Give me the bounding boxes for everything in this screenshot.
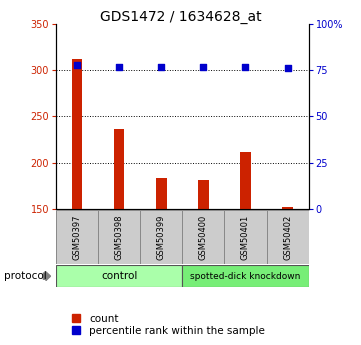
Text: GSM50400: GSM50400 [199,215,208,260]
Text: GSM50397: GSM50397 [73,215,82,260]
Text: GSM50402: GSM50402 [283,215,292,260]
Point [200,64,206,69]
Bar [282,207,293,209]
Bar [156,178,166,209]
Bar [140,210,182,264]
Point [74,62,80,68]
Text: protocol: protocol [4,271,46,281]
Bar [266,210,309,264]
Text: GSM50399: GSM50399 [157,215,166,260]
Bar [98,210,140,264]
Text: control: control [101,271,137,281]
Point [158,64,164,69]
Bar [225,210,266,264]
Text: GSM50398: GSM50398 [115,215,123,260]
Text: GSM50401: GSM50401 [241,215,250,260]
Bar [56,210,98,264]
Text: spotted-dick knockdown: spotted-dick knockdown [190,272,301,281]
Bar [72,59,82,209]
Bar [114,129,125,209]
Point [285,66,291,71]
Legend: count, percentile rank within the sample: count, percentile rank within the sample [61,309,269,340]
Text: GDS1472 / 1634628_at: GDS1472 / 1634628_at [100,10,261,24]
Bar [182,265,309,287]
Bar [56,265,182,287]
Point [243,64,248,69]
Bar [198,180,209,209]
Point [116,64,122,69]
Bar [240,152,251,209]
Bar [182,210,225,264]
